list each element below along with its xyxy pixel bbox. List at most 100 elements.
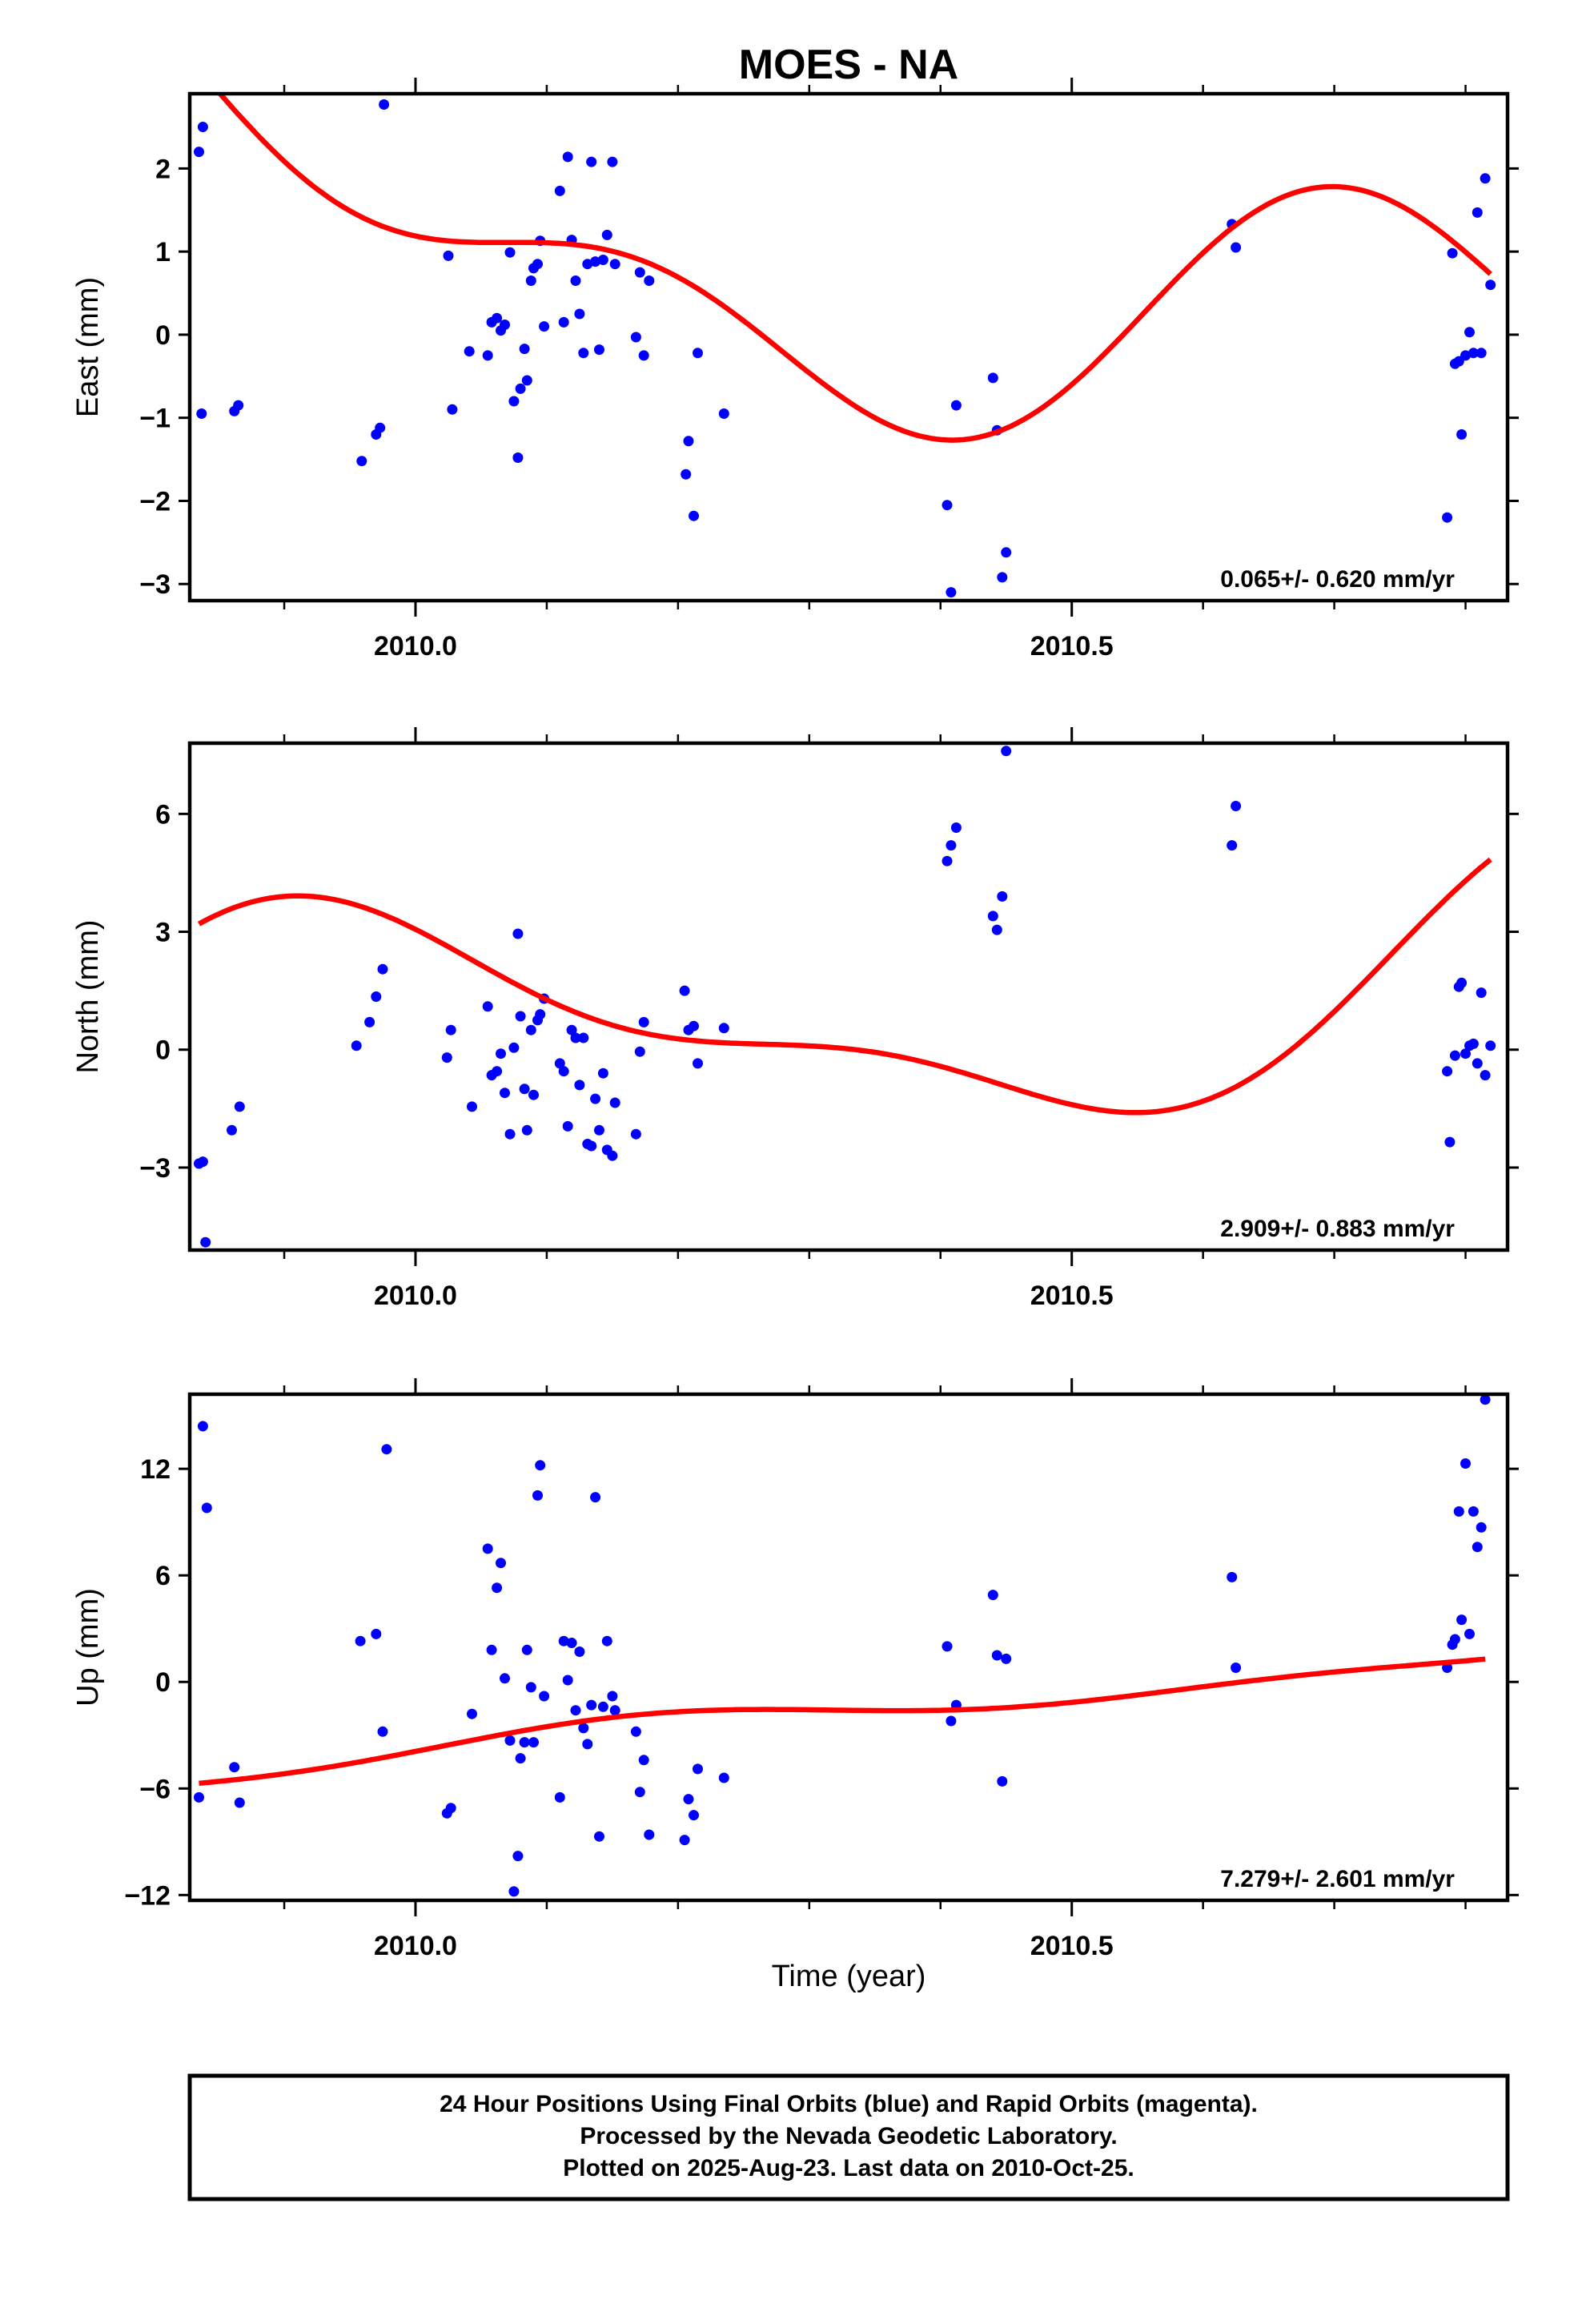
up-point-43	[630, 1726, 641, 1737]
north-point-44	[634, 1046, 645, 1057]
up-point-7	[377, 1726, 388, 1737]
up-point-65	[1456, 1614, 1468, 1626]
east-ytick-label-4: −2	[139, 486, 171, 517]
up-point-48	[683, 1794, 694, 1805]
north-point-33	[574, 1080, 585, 1091]
up-point-14	[492, 1582, 503, 1594]
east-point-46	[644, 275, 655, 286]
up-point-37	[590, 1492, 601, 1503]
north-ytick-label-3: −3	[139, 1153, 171, 1184]
east-point-60	[1231, 242, 1242, 253]
north-point-18	[508, 1042, 520, 1053]
east-point-12	[482, 350, 493, 361]
east-point-27	[539, 321, 550, 332]
north-point-70	[1480, 1070, 1491, 1081]
north-fit-wrap	[197, 857, 1492, 1116]
east-point-33	[574, 308, 585, 320]
east-point-0	[194, 147, 204, 158]
east-point-36	[586, 156, 597, 167]
north-point-62	[1449, 1050, 1460, 1061]
up-point-40	[601, 1635, 612, 1647]
north-ytick-label-0: 6	[155, 799, 171, 830]
north-point-53	[950, 822, 962, 833]
north-point-52	[946, 840, 957, 851]
north-point-8	[377, 963, 388, 975]
up-point-39	[597, 1701, 608, 1712]
north-point-3	[227, 1124, 237, 1136]
east-point-1	[197, 122, 208, 132]
east-point-52	[942, 500, 953, 511]
up-point-15	[496, 1558, 506, 1569]
north-point-42	[609, 1097, 620, 1108]
north-point-45	[638, 1016, 649, 1027]
east-point-42	[609, 259, 620, 270]
east-ytick-label-0: 2	[155, 154, 171, 184]
up-point-26	[535, 1460, 546, 1471]
east-fit-line	[216, 94, 1492, 443]
north-point-2	[200, 1236, 211, 1248]
up-point-3	[229, 1762, 240, 1773]
up-ytick-label-0: 12	[140, 1454, 171, 1485]
up-point-60	[1231, 1663, 1242, 1673]
east-point-49	[689, 510, 699, 521]
up-xtick-label-0: 2010.0	[374, 1931, 457, 1961]
east-point-45	[638, 350, 649, 361]
up-point-2	[201, 1502, 212, 1514]
up-point-18	[508, 1886, 520, 1897]
east-point-47	[683, 436, 694, 447]
up-point-52	[942, 1641, 953, 1652]
east-point-57	[997, 572, 1008, 583]
up-point-68	[1468, 1506, 1479, 1517]
north-xtick-label-1: 2010.5	[1030, 1281, 1114, 1311]
north-point-54	[987, 911, 998, 922]
up-point-21	[519, 1737, 530, 1748]
east-point-67	[1464, 327, 1475, 338]
up-point-27	[539, 1691, 550, 1702]
chart-title: MOES - NA	[739, 42, 958, 88]
footer-box: 24 Hour Positions Using Final Orbits (bl…	[187, 2073, 1510, 2201]
up-xtick-label-1: 2010.5	[1030, 1931, 1114, 1961]
up-point-69	[1472, 1542, 1483, 1553]
up-point-63	[1449, 1634, 1460, 1645]
east-point-43	[630, 332, 641, 343]
up-point-25	[532, 1490, 543, 1501]
north-point-56	[997, 891, 1008, 902]
up-panel: 12 6 0 −6 −12 2010.0 2010.5 Up (mm) 7.279+/- 2.6…	[71, 1378, 1519, 1961]
north-point-65	[1460, 1048, 1471, 1059]
north-points	[194, 746, 1496, 1248]
east-point-40	[601, 229, 612, 240]
up-point-35	[582, 1739, 593, 1750]
north-point-59	[1231, 801, 1242, 811]
up-ytick-label-3: −6	[139, 1774, 171, 1804]
footer-line-3: Plotted on 2025-Aug-23. Last data on 201…	[563, 2155, 1134, 2181]
up-point-55	[987, 1590, 998, 1601]
east-xtick-label-1: 2010.5	[1030, 631, 1114, 661]
east-point-19	[512, 452, 524, 463]
east-point-28	[554, 185, 565, 196]
up-point-67	[1464, 1628, 1475, 1639]
north-frame	[187, 741, 1510, 1252]
east-point-22	[521, 375, 532, 386]
up-point-31	[566, 1638, 577, 1648]
up-point-47	[679, 1835, 690, 1846]
north-point-23	[525, 1024, 536, 1035]
up-point-4	[234, 1797, 245, 1808]
up-point-10	[445, 1803, 456, 1814]
up-point-17	[504, 1735, 516, 1746]
up-rate-label: 7.279+/- 2.601 mm/yr	[1220, 1866, 1455, 1892]
east-point-58	[1001, 547, 1012, 558]
north-point-19	[512, 928, 524, 939]
north-point-24	[528, 1089, 539, 1100]
up-fit-wrap	[199, 1656, 1486, 1787]
north-point-21	[519, 1084, 530, 1095]
north-point-11	[467, 1101, 477, 1112]
up-point-70	[1476, 1522, 1487, 1533]
up-point-34	[578, 1723, 589, 1734]
up-point-64	[1453, 1506, 1464, 1517]
east-point-10	[447, 404, 458, 415]
up-points	[194, 1394, 1491, 1897]
north-fit-line	[197, 857, 1492, 1116]
east-fit-wrap	[216, 94, 1492, 443]
up-point-58	[1001, 1653, 1012, 1664]
north-point-51	[942, 855, 953, 866]
